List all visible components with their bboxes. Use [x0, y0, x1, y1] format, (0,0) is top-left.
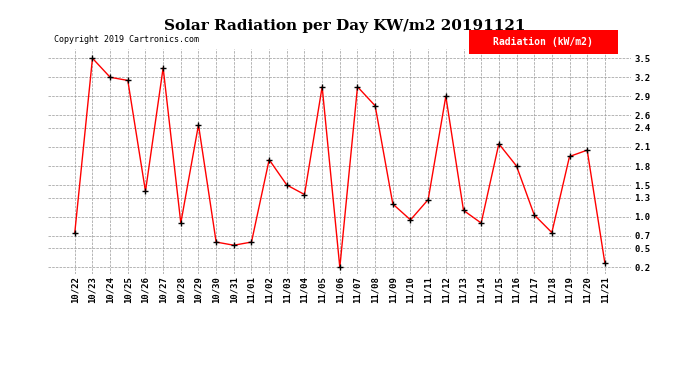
- Text: Copyright 2019 Cartronics.com: Copyright 2019 Cartronics.com: [54, 35, 199, 44]
- Text: Solar Radiation per Day KW/m2 20191121: Solar Radiation per Day KW/m2 20191121: [164, 19, 526, 33]
- Text: Radiation (kW/m2): Radiation (kW/m2): [493, 37, 593, 47]
